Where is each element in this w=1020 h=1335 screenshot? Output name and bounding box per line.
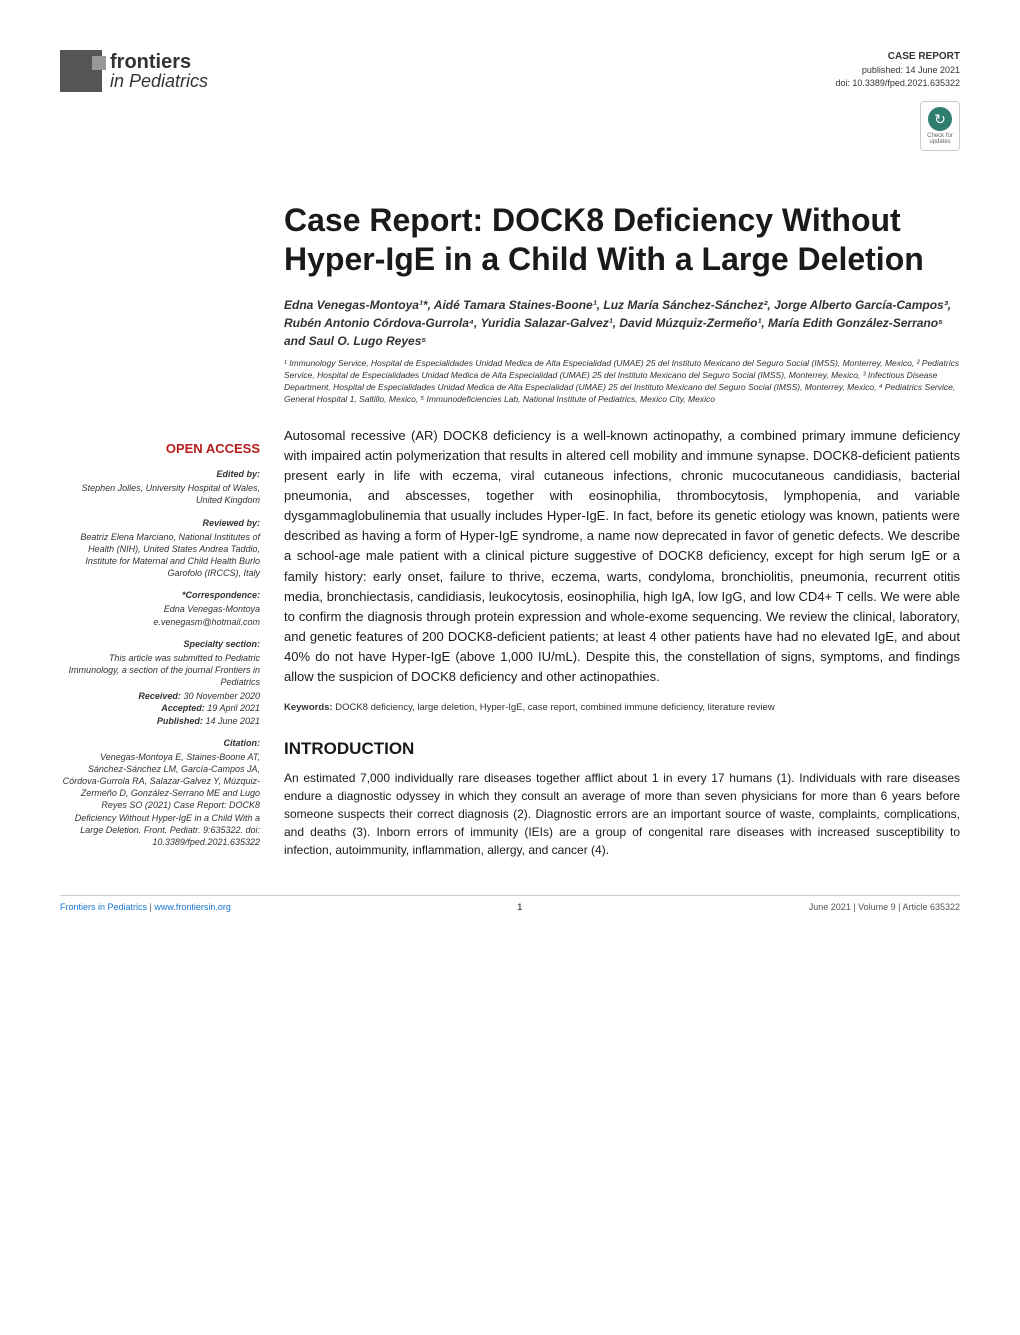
- logo-text-bottom: in Pediatrics: [110, 72, 208, 90]
- logo-text-top: frontiers: [110, 52, 208, 72]
- article-title: Case Report: DOCK8 Deficiency Without Hy…: [284, 201, 960, 278]
- reviewed-by-label: Reviewed by:: [60, 517, 260, 529]
- received-value: 30 November 2020: [181, 691, 260, 701]
- keywords-text: DOCK8 deficiency, large deletion, Hyper-…: [335, 702, 774, 713]
- citation-value: Venegas-Montoya E, Staines-Boone AT, Sán…: [60, 751, 260, 848]
- footer-left: Frontiers in Pediatrics | www.frontiersi…: [60, 902, 231, 912]
- header-meta: CASE REPORT published: 14 June 2021 doi:…: [835, 50, 960, 89]
- open-access-label: OPEN ACCESS: [60, 441, 260, 456]
- frontiers-logo-icon: [60, 50, 102, 92]
- footer-url[interactable]: www.frontiersin.org: [154, 902, 231, 912]
- introduction-heading: INTRODUCTION: [284, 739, 960, 759]
- footer-journal[interactable]: Frontiers in Pediatrics: [60, 902, 147, 912]
- page-header: frontiers in Pediatrics CASE REPORT publ…: [60, 50, 960, 151]
- main-content: Case Report: DOCK8 Deficiency Without Hy…: [284, 171, 960, 858]
- specialty-label: Specialty section:: [60, 638, 260, 650]
- dates-block: Received: 30 November 2020 Accepted: 19 …: [60, 690, 260, 726]
- authors-list: Edna Venegas-Montoya¹*, Aidé Tamara Stai…: [284, 296, 960, 350]
- edited-by-label: Edited by:: [60, 468, 260, 480]
- edited-by-value: Stephen Jolles, University Hospital of W…: [60, 482, 260, 506]
- keywords-label: Keywords:: [284, 702, 335, 713]
- specialty-value: This article was submitted to Pediatric …: [60, 652, 260, 688]
- page-number: 1: [517, 902, 522, 912]
- keywords-block: Keywords: DOCK8 deficiency, large deleti…: [284, 701, 960, 714]
- accepted-label: Accepted:: [161, 703, 205, 713]
- footer-right: June 2021 | Volume 9 | Article 635322: [809, 902, 960, 912]
- reviewed-by-value: Beatriz Elena Marciano, National Institu…: [60, 531, 260, 580]
- accepted-value: 19 April 2021: [205, 703, 260, 713]
- sidebar-metadata: OPEN ACCESS Edited by: Stephen Jolles, U…: [60, 171, 260, 858]
- citation-label: Citation:: [60, 737, 260, 749]
- check-updates-icon: ↻: [928, 107, 952, 131]
- published-label: Published:: [157, 716, 203, 726]
- correspondence-label: *Correspondence:: [60, 589, 260, 601]
- received-label: Received:: [138, 691, 181, 701]
- published-value: 14 June 2021: [203, 716, 260, 726]
- check-updates-badge[interactable]: ↻ Check for updates: [920, 101, 960, 151]
- check-updates-label: Check for updates: [921, 133, 959, 145]
- affiliations: ¹ Immunology Service, Hospital de Especi…: [284, 358, 960, 406]
- published-date: published: 14 June 2021: [835, 64, 960, 77]
- introduction-body: An estimated 7,000 individually rare dis…: [284, 769, 960, 859]
- abstract-text: Autosomal recessive (AR) DOCK8 deficienc…: [284, 426, 960, 688]
- article-type: CASE REPORT: [835, 50, 960, 64]
- journal-logo: frontiers in Pediatrics: [60, 50, 208, 92]
- page-footer: Frontiers in Pediatrics | www.frontiersi…: [60, 895, 960, 912]
- doi-text: doi: 10.3389/fped.2021.635322: [835, 77, 960, 90]
- correspondence-value: Edna Venegas-Montoya e.venegasm@hotmail.…: [60, 603, 260, 627]
